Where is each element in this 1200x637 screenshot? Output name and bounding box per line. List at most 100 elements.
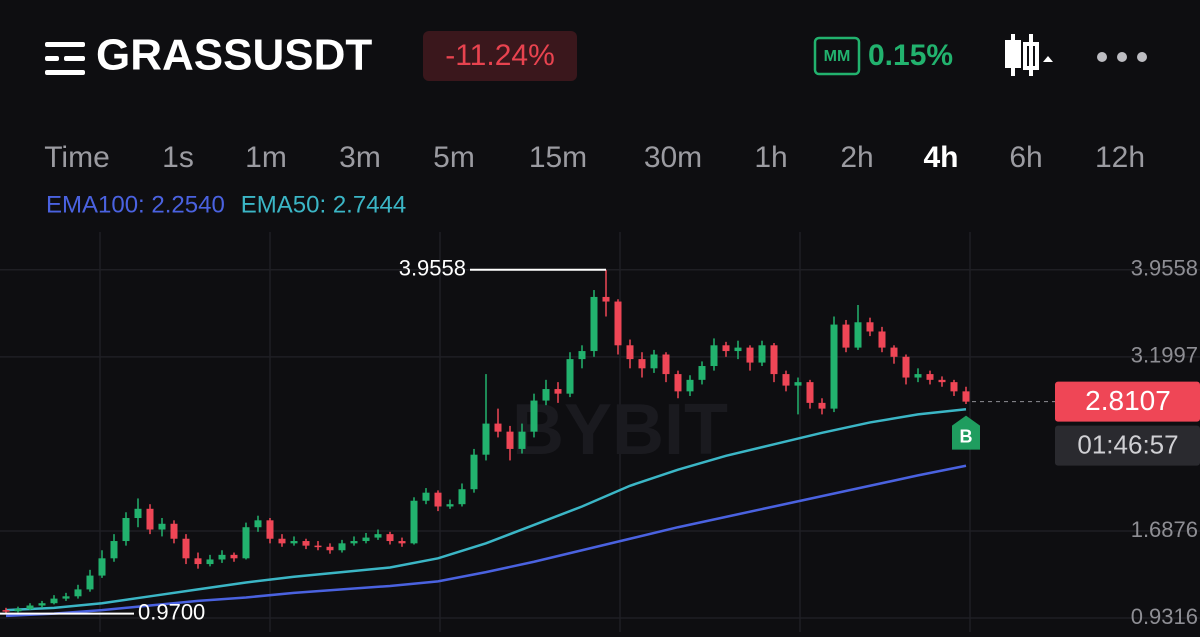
candle-body (650, 354, 658, 369)
candle-body (950, 382, 958, 392)
chart: 3.9558 3.1997 1.6876 0.9316 BYBIT 3.9558 0.970… (0, 232, 1200, 632)
signal-label: B (960, 426, 973, 446)
candle-body (722, 345, 730, 352)
candle-body (698, 366, 706, 380)
candle-body (14, 608, 22, 612)
countdown-box (1055, 425, 1200, 466)
candle-body (518, 431, 526, 449)
signal-badge (952, 415, 980, 450)
candle-body (554, 389, 562, 394)
y-tick-label: 3.9558 (1131, 256, 1198, 281)
symbol[interactable]: GRASSUSDT (96, 31, 372, 80)
candle-body (158, 523, 166, 530)
timeframe-tabs: Time 1s 1m 3m 5m 15m 30m 1h 2h 4h 6h 12h (44, 141, 1145, 174)
menu-icon[interactable] (45, 42, 85, 75)
ema-line (5, 464, 967, 618)
candle-body (86, 575, 94, 590)
candle-body (62, 596, 70, 599)
change-badge (423, 31, 577, 81)
candle-body (830, 324, 838, 409)
timeframe-tab[interactable]: 5m (433, 141, 475, 174)
candle-body (398, 541, 406, 544)
timeframe-tab[interactable]: 2h (840, 141, 873, 174)
candle-body (386, 534, 394, 542)
candle-body (878, 331, 886, 348)
candle-body (74, 589, 82, 597)
candle-body (926, 374, 934, 380)
last-price-box (1055, 381, 1200, 422)
candle-body (122, 518, 130, 542)
timeframe-tab[interactable]: 30m (644, 141, 702, 174)
candle-body (578, 351, 586, 360)
high-marker-label: 3.9558 (399, 256, 466, 281)
candle-body (854, 322, 862, 348)
candle-body (458, 489, 466, 505)
low-marker-label: 0.9700 (138, 599, 205, 624)
candle-body (254, 520, 262, 528)
candle-body (146, 508, 154, 530)
candle-body (602, 296, 610, 302)
candle-body (506, 431, 514, 449)
candle-body (350, 541, 358, 544)
ema-line (5, 408, 967, 612)
candle-body (614, 301, 622, 346)
candle-body (638, 359, 646, 369)
y-tick-label: 3.1997 (1131, 343, 1198, 368)
candle-body (170, 523, 178, 539)
candle-body (938, 379, 946, 383)
candle-body (794, 382, 802, 386)
y-tick-label: 1.6876 (1131, 517, 1198, 542)
candle-body (290, 541, 298, 544)
timeframe-tab[interactable]: Time (44, 141, 110, 174)
candle-body (134, 508, 142, 519)
indicator-legend: EMA100: 2.2540 EMA50: 2.7444 (46, 191, 406, 218)
price-change: -11.24% (445, 39, 555, 72)
candle-body (302, 541, 310, 546)
candle-body (98, 558, 106, 576)
candle-body (662, 354, 670, 375)
candle-body (590, 296, 598, 352)
candle-body (278, 538, 286, 544)
candle-body (194, 558, 202, 565)
candle-body (242, 527, 250, 559)
timeframe-tab[interactable]: 4h (923, 141, 958, 174)
timeframe-tab[interactable]: 1s (162, 141, 194, 174)
timeframe-tab[interactable]: 1m (245, 141, 287, 174)
candle-body (434, 492, 442, 507)
candle-body (806, 382, 814, 403)
last-price: 2.8107 (1085, 385, 1171, 416)
mm-badge[interactable]: MM (824, 48, 851, 65)
candle-body (206, 559, 214, 565)
watermark: BYBIT (512, 390, 728, 470)
candle-body (674, 374, 682, 392)
countdown: 01:46:57 (1077, 430, 1178, 460)
candle-body (2, 610, 10, 612)
timeframe-tab[interactable]: 12h (1095, 141, 1145, 174)
candle-body (362, 537, 370, 542)
candle-body (782, 374, 790, 386)
candle-body (962, 391, 970, 402)
candle-body (422, 492, 430, 501)
candle-body (914, 374, 922, 378)
timeframe-tab[interactable]: 6h (1009, 141, 1042, 174)
candle-body (182, 538, 190, 559)
candle-body (326, 546, 334, 551)
candle-body (482, 423, 490, 455)
candle-body (734, 347, 742, 352)
candle-body (530, 400, 538, 432)
timeframe-tab[interactable]: 15m (529, 141, 587, 174)
candle-body (818, 402, 826, 409)
chart-type-icon[interactable] (1005, 34, 1053, 76)
timeframe-tab[interactable]: 3m (339, 141, 381, 174)
candle-body (890, 347, 898, 357)
timeframe-tab[interactable]: 1h (754, 141, 787, 174)
candle-body (770, 345, 778, 375)
more-icon[interactable] (1097, 52, 1147, 62)
y-tick-label: 0.9316 (1131, 604, 1198, 629)
candle-body (494, 423, 502, 432)
candle-body (50, 598, 58, 604)
mm-badge-box[interactable] (813, 36, 861, 76)
candle-body (338, 543, 346, 551)
